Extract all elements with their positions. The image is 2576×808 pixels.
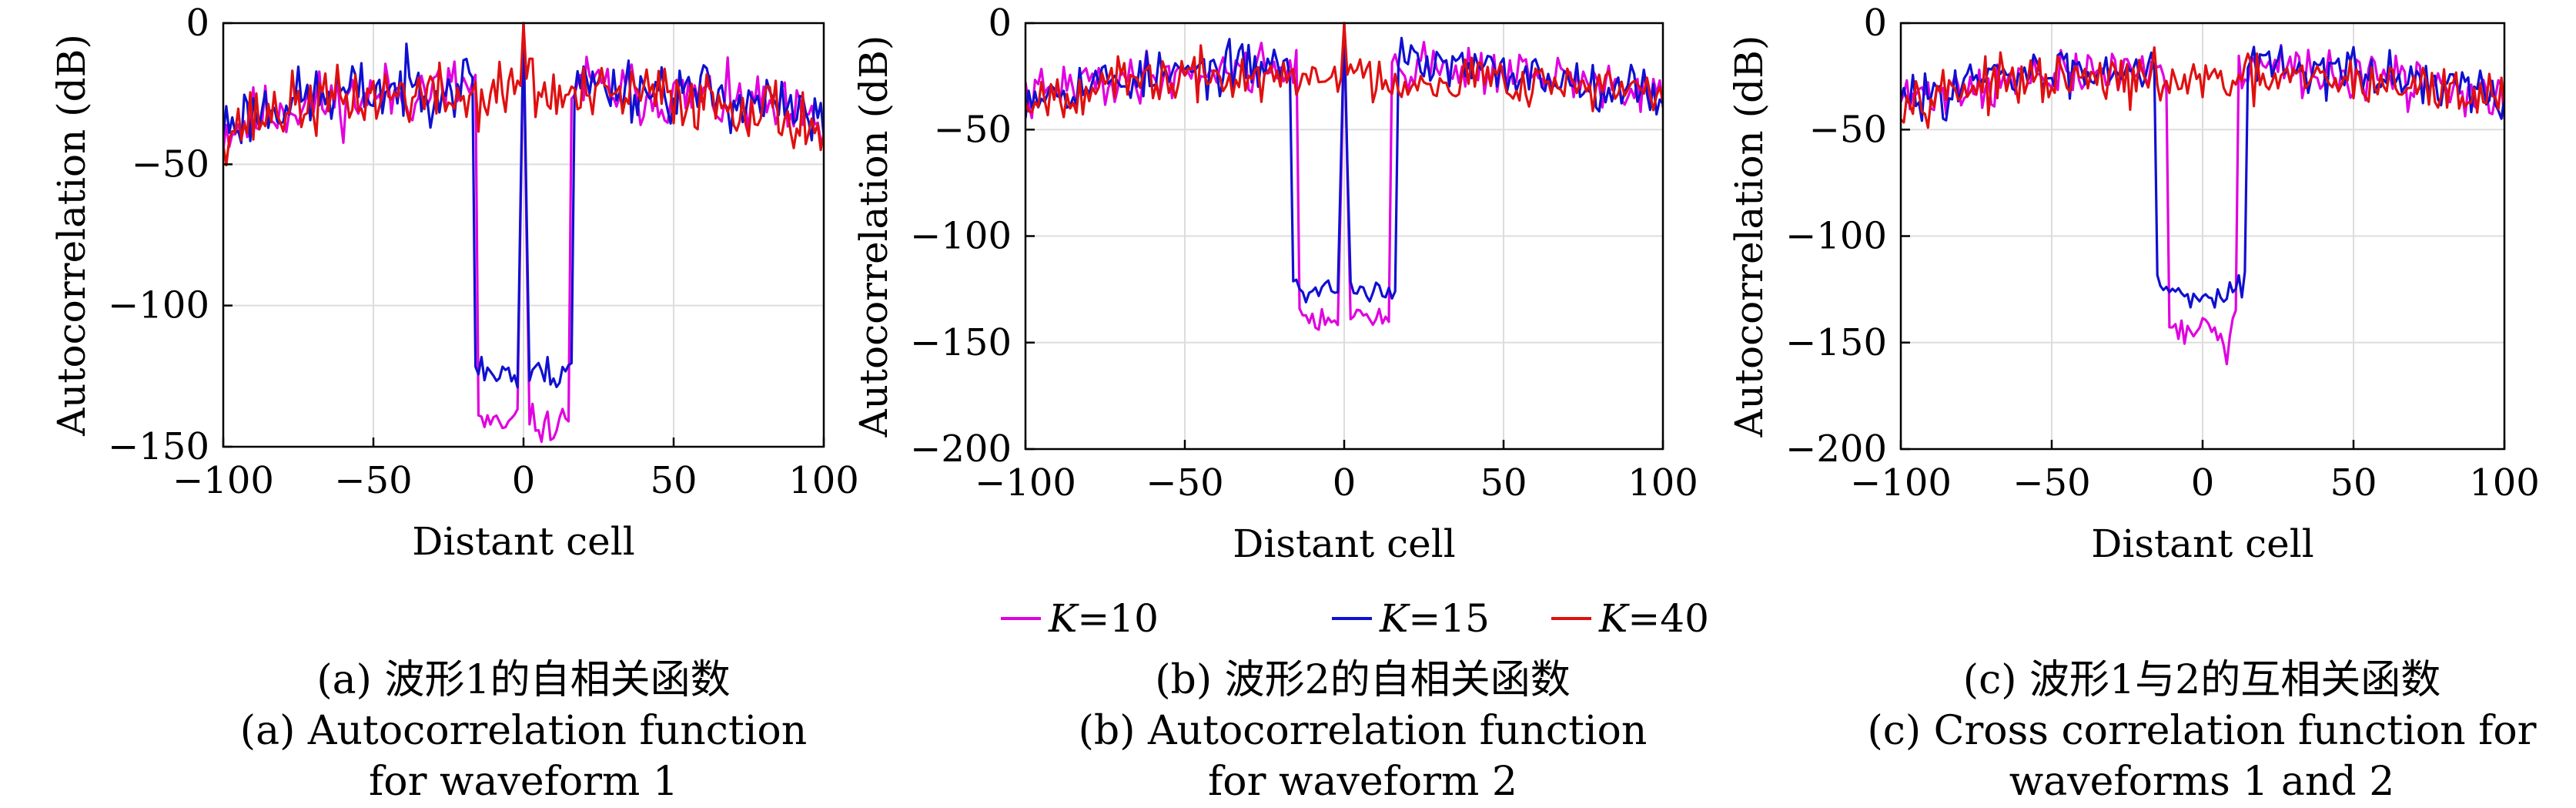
caption-c-cn: (c) 波形1与2的互相关函数 (1962, 657, 2441, 703)
chart-b-xtick-label: 100 (1628, 461, 1698, 505)
caption-b-en-line2: for waveform 2 (1208, 759, 1517, 805)
chart-c-xtick-label: 50 (2330, 461, 2377, 505)
chart-c-xlabel: Distant cell (2091, 521, 2313, 566)
chart-c-xtick-label: 100 (2469, 461, 2540, 505)
chart-b-ytick-label: 0 (988, 2, 1012, 45)
chart-b: −100 −50 0 50 100 0 −50 −100 −150 −200 Distant cel… (851, 2, 1698, 566)
caption-a-en-line2: for waveform 1 (369, 759, 678, 805)
chart-b-ylabel: Autocorrelation (dB) (851, 35, 896, 438)
chart-a-ytick-label: 0 (186, 2, 209, 45)
chart-a-xtick-label: 50 (650, 459, 697, 502)
chart-c-ytick-label: −200 (1785, 427, 1887, 471)
chart-a-ytick-label: −100 (108, 284, 209, 327)
chart-c-ytick-label: −150 (1785, 321, 1887, 364)
legend-line-k15 (1332, 617, 1372, 620)
caption-c: (c) 波形1与2的互相关函数 (c) Cross correlation fu… (1794, 655, 2576, 807)
chart-c: −100 −50 0 50 100 0 −50 −100 −150 −200 Distant cel… (1727, 2, 2540, 566)
chart-a-xlabel: Distant cell (412, 519, 634, 564)
caption-a-cn: (a) 波形1的自相关函数 (316, 657, 731, 703)
caption-a: (a) 波形1的自相关函数 (a) Autocorrelation functi… (139, 655, 908, 807)
chart-a-xtick-label: −100 (172, 459, 274, 502)
chart-b-ytick-label: −50 (934, 108, 1012, 151)
legend-item-k15: K=15 (1332, 595, 1490, 642)
chart-c-series-k10 (1901, 43, 2504, 366)
legend-label-k10: K=10 (1049, 596, 1159, 641)
chart-a-ytick-label: −150 (108, 425, 209, 468)
chart-b-xtick-label: −100 (975, 461, 1076, 505)
caption-b-en-line1: (b) Autocorrelation function (1078, 708, 1648, 754)
chart-c-ylabel: Autocorrelation (dB) (1727, 35, 1771, 438)
chart-c-ytick-label: −100 (1785, 215, 1887, 258)
caption-c-en-line1: (c) Cross correlation function for (1867, 708, 2537, 754)
legend-item-k10: K=10 (1001, 595, 1159, 642)
chart-c-xtick-label: −100 (1850, 461, 1952, 505)
legend-line-k10 (1001, 617, 1041, 620)
caption-b: (b) 波形2的自相关函数 (b) Autocorrelation functi… (978, 655, 1748, 807)
chart-c-ytick-label: 0 (1863, 2, 1887, 45)
chart-c-xtick-label: 0 (2191, 461, 2215, 505)
chart-b-ytick-label: −150 (910, 321, 1012, 364)
chart-b-xtick-label: 0 (1333, 461, 1357, 505)
chart-a-xtick-label: 0 (512, 459, 536, 502)
chart-a-xtick-label: 100 (788, 459, 859, 502)
legend-item-k40: K=40 (1551, 595, 1709, 642)
legend-line-k40 (1551, 617, 1591, 620)
chart-c-xtick-label: −50 (2012, 461, 2090, 505)
chart-b-xtick-label: 50 (1480, 461, 1527, 505)
legend-label-k15: K=15 (1380, 596, 1490, 641)
chart-b-xlabel: Distant cell (1233, 521, 1455, 566)
chart-a-ylabel: Autocorrelation (dB) (49, 34, 94, 437)
chart-b-ytick-label: −200 (910, 427, 1012, 471)
caption-a-en-line1: (a) Autocorrelation function (239, 708, 808, 754)
legend-label-k40: K=40 (1599, 596, 1709, 641)
chart-a-ytick-label: −50 (132, 142, 209, 186)
chart-b-xtick-label: −50 (1146, 461, 1223, 505)
chart-c-series-k15 (1901, 45, 2504, 309)
chart-c-series-k40 (1901, 45, 2504, 129)
chart-b-ytick-label: −100 (910, 215, 1012, 258)
caption-c-en-line2: waveforms 1 and 2 (2009, 759, 2395, 805)
chart-a-xtick-label: −50 (334, 459, 412, 502)
caption-b-cn: (b) 波形2的自相关函数 (1155, 657, 1571, 703)
chart-c-ytick-label: −50 (1809, 108, 1887, 151)
